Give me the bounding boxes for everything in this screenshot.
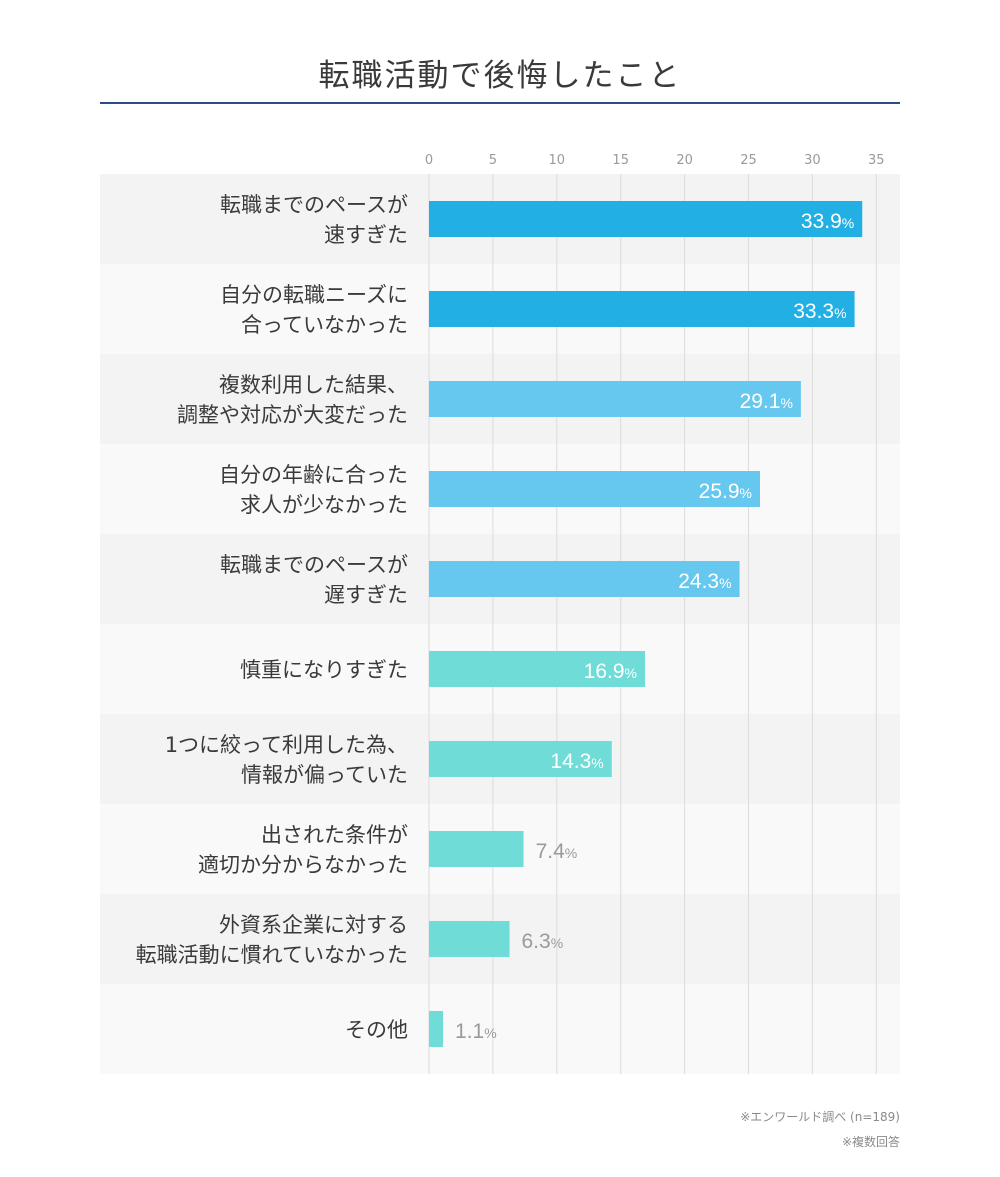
bar: [429, 561, 740, 597]
category-label: 出された条件が適切か分からなかった: [198, 823, 408, 877]
x-tick-label: 25: [740, 153, 757, 168]
x-tick-label: 0: [425, 153, 433, 168]
category-label: 1つに絞って利用した為、情報が偏っていた: [165, 733, 408, 787]
category-label: 慎重になりすぎた: [240, 658, 408, 682]
x-tick-label: 15: [612, 153, 629, 168]
bar: [429, 921, 510, 957]
data-label: 1.1%: [455, 1020, 497, 1043]
bar: [429, 381, 801, 417]
data-label: 25.9%: [699, 480, 752, 503]
row-background: [100, 984, 900, 1074]
data-label: 33.9%: [801, 210, 854, 233]
category-label: 外資系企業に対する転職活動に慣れていなかった: [136, 913, 408, 967]
x-tick-label: 20: [676, 153, 693, 168]
data-label: 33.3%: [793, 300, 846, 323]
category-label: 自分の年齢に合った求人が少なかった: [219, 463, 408, 517]
category-label: 自分の転職ニーズに合っていなかった: [220, 283, 408, 337]
bar: [429, 651, 645, 687]
data-label: 16.9%: [584, 660, 637, 683]
multiple-answer-note: ※複数回答: [841, 1135, 900, 1149]
category-label: 複数利用した結果、調整や対応が大変だった: [177, 373, 408, 427]
bar: [429, 831, 524, 867]
bar: [429, 1011, 444, 1047]
chart-title: 転職活動で後悔したこと: [318, 58, 682, 94]
category-label: 転職までのペースが速すぎた: [220, 193, 408, 247]
category-label: 転職までのペースが遅すぎた: [220, 553, 408, 607]
data-label: 7.4%: [536, 840, 578, 863]
bar: [429, 741, 612, 777]
data-label: 29.1%: [740, 390, 793, 413]
x-tick-label: 5: [489, 153, 497, 168]
data-label: 14.3%: [550, 750, 603, 773]
title-underline: [100, 102, 900, 104]
x-tick-label: 35: [868, 153, 885, 168]
x-tick-label: 30: [804, 153, 821, 168]
data-label: 6.3%: [522, 930, 564, 953]
x-tick-label: 10: [549, 153, 566, 168]
category-label: その他: [345, 1018, 408, 1042]
data-label: 24.3%: [678, 570, 731, 593]
bar: [429, 291, 855, 327]
bar: [429, 471, 761, 507]
source-note: ※エンワールド調べ (n=189): [740, 1110, 900, 1124]
bar: [429, 201, 863, 237]
